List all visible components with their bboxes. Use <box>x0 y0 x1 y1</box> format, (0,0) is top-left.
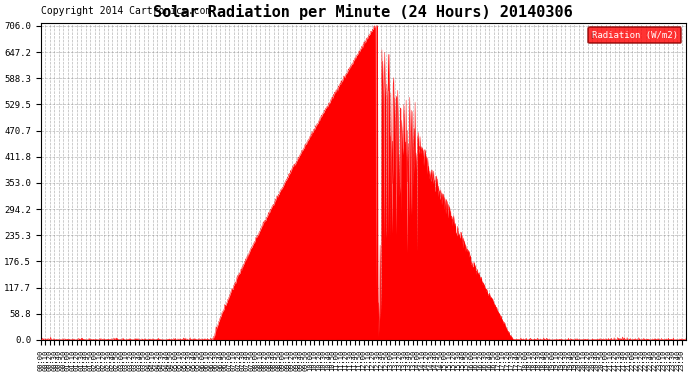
Text: Copyright 2014 Cartronics.com: Copyright 2014 Cartronics.com <box>41 6 211 16</box>
Title: Solar Radiation per Minute (24 Hours) 20140306: Solar Radiation per Minute (24 Hours) 20… <box>153 4 573 20</box>
Legend: Radiation (W/m2): Radiation (W/m2) <box>588 27 681 44</box>
